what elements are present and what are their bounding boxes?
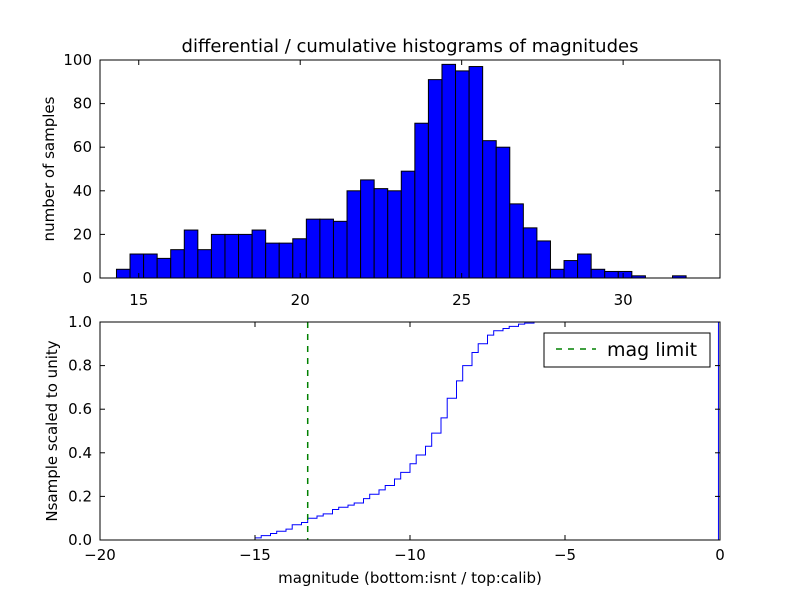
cumulative-y-label: Nsample scaled to unity xyxy=(43,340,61,521)
y-tick-label: 0.2 xyxy=(68,487,92,505)
y-tick-label: 100 xyxy=(63,51,92,69)
histogram-bar xyxy=(414,122,429,279)
histogram-bar xyxy=(482,140,497,279)
histogram-bar xyxy=(604,270,619,279)
histogram-bar xyxy=(387,190,402,279)
histogram-bar xyxy=(197,249,212,279)
histogram-bar xyxy=(238,233,253,279)
y-tick-label: 0.0 xyxy=(68,531,92,549)
histogram-bar xyxy=(360,179,375,279)
histogram-panel: differential / cumulative histograms of … xyxy=(40,36,721,309)
y-tick-label: 60 xyxy=(73,138,92,156)
y-tick-label: 20 xyxy=(73,225,92,243)
histogram-bar xyxy=(522,227,538,279)
histogram-bar xyxy=(563,260,579,279)
histogram-y-label: number of samples xyxy=(40,96,58,241)
y-tick-label: 0.4 xyxy=(68,444,92,462)
y-tick-label: 0.6 xyxy=(68,400,92,418)
histogram-bar xyxy=(590,268,606,279)
y-tick-label: 1.0 xyxy=(68,313,92,331)
histogram-bar xyxy=(129,253,145,279)
histogram-bar xyxy=(224,233,240,279)
cumulative-lines xyxy=(100,321,719,541)
x-tick-label: 30 xyxy=(614,291,633,309)
histogram-ticks: 15 20 25 30 0 20 40 60 80 100 xyxy=(63,51,720,309)
histogram-bar xyxy=(170,249,185,279)
y-tick-label: 80 xyxy=(73,95,92,113)
x-tick-label: 20 xyxy=(291,291,310,309)
histogram-bar xyxy=(265,242,280,279)
histogram-bar xyxy=(319,218,334,279)
histogram-bar xyxy=(156,257,172,279)
x-tick-label: 0 xyxy=(715,546,725,564)
histogram-bar xyxy=(536,240,551,279)
histogram-bar xyxy=(455,70,470,279)
histogram-bar xyxy=(251,229,267,279)
histogram-bar xyxy=(617,270,633,279)
histogram-title: differential / cumulative histograms of … xyxy=(182,36,639,57)
y-tick-label: 0 xyxy=(82,269,92,287)
x-tick-label: −10 xyxy=(394,546,426,564)
histogram-bar xyxy=(143,253,158,279)
x-tick-label: 25 xyxy=(452,291,471,309)
histogram-bar xyxy=(292,238,307,279)
legend: mag limit xyxy=(543,332,711,368)
y-tick-label: 40 xyxy=(73,182,92,200)
x-tick-label: −15 xyxy=(239,546,271,564)
cumulative-x-label: magnitude (bottom:isnt / top:calib) xyxy=(278,569,542,587)
histogram-bar xyxy=(183,229,199,279)
histogram-bar xyxy=(210,233,226,279)
histogram-bars xyxy=(115,63,687,279)
y-tick-label: 0.8 xyxy=(68,357,92,375)
histogram-bar xyxy=(509,203,524,279)
x-tick-label: 15 xyxy=(129,291,148,309)
cumulative-step-line xyxy=(100,321,719,541)
histogram-bar xyxy=(495,146,511,279)
legend-box xyxy=(543,332,711,368)
x-tick-label: −20 xyxy=(84,546,116,564)
histogram-bar xyxy=(115,268,131,279)
histogram-bar xyxy=(373,188,389,279)
histogram-bar xyxy=(332,220,348,279)
histogram-bar xyxy=(441,63,457,279)
histogram-bar xyxy=(427,79,443,279)
histogram-bar xyxy=(346,190,362,279)
legend-label-mag-limit: mag limit xyxy=(607,339,697,361)
histogram-bar xyxy=(400,170,416,279)
histogram-axes-frame xyxy=(99,59,721,279)
histogram-bar xyxy=(549,268,565,279)
cumulative-ticks: −20 −15 −10 −5 0 0.0 0.2 0.4 0.6 0.8 1.0 xyxy=(68,313,725,564)
histogram-bar xyxy=(577,253,592,279)
histogram-bar xyxy=(278,242,294,279)
x-tick-label: −5 xyxy=(554,546,576,564)
histogram-bar xyxy=(468,66,484,279)
cumulative-panel: −20 −15 −10 −5 0 0.0 0.2 0.4 0.6 0.8 1.0 Nsample s… xyxy=(43,313,725,587)
histogram-bar xyxy=(305,218,321,279)
